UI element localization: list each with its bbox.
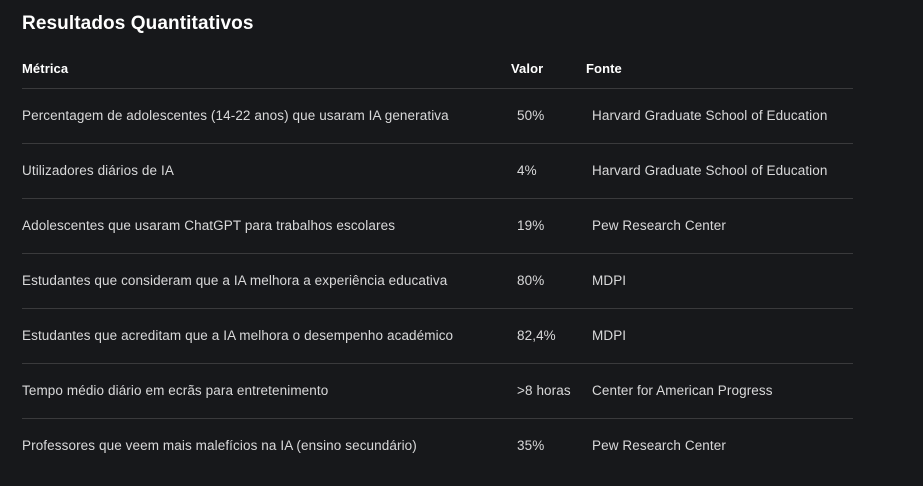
table-header-row: Métrica Valor Fonte (22, 50, 853, 89)
value-cell: 82,4% (511, 308, 586, 364)
value-cell: 35% (517, 438, 545, 454)
source-cell: Pew Research Center (586, 198, 853, 254)
table-row: Adolescentes que usaram ChatGPT para tra… (22, 198, 853, 254)
page-title: Resultados Quantitativos (22, 13, 254, 34)
table-row: Estudantes que consideram que a IA melho… (22, 253, 853, 309)
source-cell: MDPI (586, 308, 853, 364)
value-cell: 19% (511, 198, 586, 254)
table-row: Professores que veem mais malefícios na … (22, 418, 853, 473)
column-header-valor: Valor (511, 50, 586, 89)
quantitative-results-table: Métrica Valor Fonte Percentagem de adole… (22, 50, 853, 473)
source-cell: Harvard Graduate School of Education (586, 88, 853, 144)
value-cell: >8 horas (511, 363, 586, 419)
source-cell: MDPI (586, 253, 853, 309)
table-header: Métrica Valor Fonte (22, 50, 853, 89)
table-row: Percentagem de adolescentes (14-22 anos)… (22, 88, 853, 144)
source-cell: Pew Research Center (592, 438, 726, 454)
metric-cell: Tempo médio diário em ecrãs para entrete… (22, 363, 511, 419)
metric-cell: Professores que veem mais malefícios na … (22, 438, 417, 454)
table-row: Tempo médio diário em ecrãs para entrete… (22, 363, 853, 419)
table-body: Percentagem de adolescentes (14-22 anos)… (22, 88, 853, 473)
table-row: Utilizadores diários de IA 4% Harvard Gr… (22, 143, 853, 199)
table-row: Estudantes que acreditam que a IA melhor… (22, 308, 853, 364)
column-header-fonte: Fonte (586, 50, 853, 89)
metric-cell: Utilizadores diários de IA (22, 143, 511, 199)
value-cell: 4% (511, 143, 586, 199)
metric-cell: Estudantes que consideram que a IA melho… (22, 253, 511, 309)
value-cell: 50% (511, 88, 586, 144)
metric-cell: Estudantes que acreditam que a IA melhor… (22, 308, 511, 364)
source-cell: Center for American Progress (586, 363, 853, 419)
value-cell: 80% (511, 253, 586, 309)
source-cell: Harvard Graduate School of Education (586, 143, 853, 199)
column-header-metrica: Métrica (22, 50, 511, 89)
metric-cell: Adolescentes que usaram ChatGPT para tra… (22, 198, 511, 254)
metric-cell: Percentagem de adolescentes (14-22 anos)… (22, 88, 511, 144)
